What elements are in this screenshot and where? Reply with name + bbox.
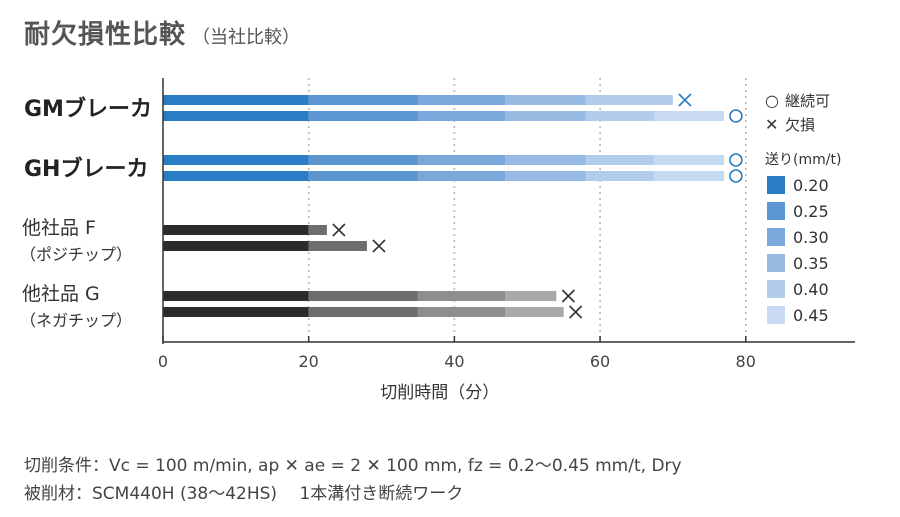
legend-swatch: [767, 306, 785, 324]
bar-segment: [505, 155, 586, 165]
bar-segment: [163, 225, 309, 235]
legend-swatch: [767, 202, 785, 220]
x-tick-label: 60: [590, 352, 610, 371]
legend-feed-label: 0.35: [793, 254, 829, 273]
category-label: GHブレーカ: [24, 156, 148, 182]
legend-swatch: [767, 176, 785, 194]
bar-segment: [308, 225, 327, 235]
x-tick-label: 80: [736, 352, 756, 371]
bar-segment: [308, 241, 367, 251]
legend-circle-symbol: ○: [765, 91, 779, 110]
legend-feed-title: 送り(mm/t): [765, 152, 841, 168]
continue-marker: [729, 169, 743, 183]
bar-segment: [163, 111, 309, 121]
fracture-marker: [678, 93, 692, 107]
bar-segment: [417, 111, 506, 121]
legend-feed-label: 0.20: [793, 176, 829, 195]
category-sublabel: （ネガチップ）: [20, 311, 132, 330]
category-label: GMブレーカ: [24, 96, 152, 122]
bar-segment: [163, 171, 309, 181]
bar-segment: [308, 171, 418, 181]
legend-feed-label: 0.40: [793, 280, 829, 299]
bar-segment: [308, 95, 418, 105]
bar-segment: [308, 291, 418, 301]
bar-segment: [505, 307, 564, 317]
bar-segment: [654, 155, 724, 165]
bar-segment: [308, 155, 418, 165]
legend-feed-label: 0.30: [793, 228, 829, 247]
bar-segment: [163, 155, 309, 165]
bar-segment: [308, 307, 418, 317]
legend-marker-label: 欠損: [785, 116, 815, 134]
x-tick-label: 0: [158, 352, 168, 371]
bar-segment: [505, 291, 557, 301]
bar-segment: [417, 171, 506, 181]
legend-feed-label: 0.25: [793, 202, 829, 221]
bar-segment: [163, 95, 309, 105]
bar-segment: [505, 111, 586, 121]
legend-swatch: [767, 254, 785, 272]
x-axis-title: 切削時間（分）: [380, 383, 499, 403]
page-subtitle: （当社比較）: [192, 27, 301, 48]
x-tick-label: 40: [444, 352, 464, 371]
bar-segment: [417, 307, 506, 317]
category-label: 他社品 F: [22, 217, 96, 239]
legend-swatch: [767, 280, 785, 298]
bar-segment: [163, 291, 309, 301]
fracture-marker: [372, 239, 386, 253]
x-tick-label: 20: [299, 352, 319, 371]
bar-segment: [505, 95, 586, 105]
legend-feed-label: 0.45: [793, 306, 829, 325]
bar-segment: [585, 171, 655, 181]
category-sublabel: （ポジチップ）: [20, 245, 132, 264]
cutting-conditions-note: 切削条件：Vc = 100 m/min, ap ✕ ae = 2 ✕ 100 m…: [24, 456, 682, 476]
workpiece-material-note: 被削材：SCM440H (38～42HS) 1本溝付き断続ワーク: [24, 484, 464, 504]
bar-segment: [163, 307, 309, 317]
page-title: 耐欠損性比較 （当社比較）: [24, 14, 300, 51]
bar-segment: [654, 111, 724, 121]
bar-segment: [585, 111, 655, 121]
bar-segment: [585, 95, 673, 105]
continue-marker: [729, 153, 743, 167]
legend-cross-symbol: ✕: [765, 115, 778, 134]
legend-marker-label: 継続可: [785, 92, 830, 110]
bar-segment: [417, 95, 506, 105]
bar-segment: [163, 241, 309, 251]
bar-segment: [505, 171, 586, 181]
bar-segment: [417, 291, 506, 301]
legend-swatch: [767, 228, 785, 246]
test-conditions: 切削条件：Vc = 100 m/min, ap ✕ ae = 2 ✕ 100 m…: [24, 452, 682, 508]
category-label: 他社品 G: [22, 283, 100, 305]
fracture-marker: [561, 289, 575, 303]
fracture-marker: [332, 223, 346, 237]
fracture-marker: [569, 305, 583, 319]
bar-segment: [654, 171, 724, 181]
continue-marker: [729, 109, 743, 123]
bar-segment: [308, 111, 418, 121]
bar-segment: [585, 155, 655, 165]
page-title-main: 耐欠損性比較: [24, 20, 187, 50]
bar-segment: [417, 155, 506, 165]
